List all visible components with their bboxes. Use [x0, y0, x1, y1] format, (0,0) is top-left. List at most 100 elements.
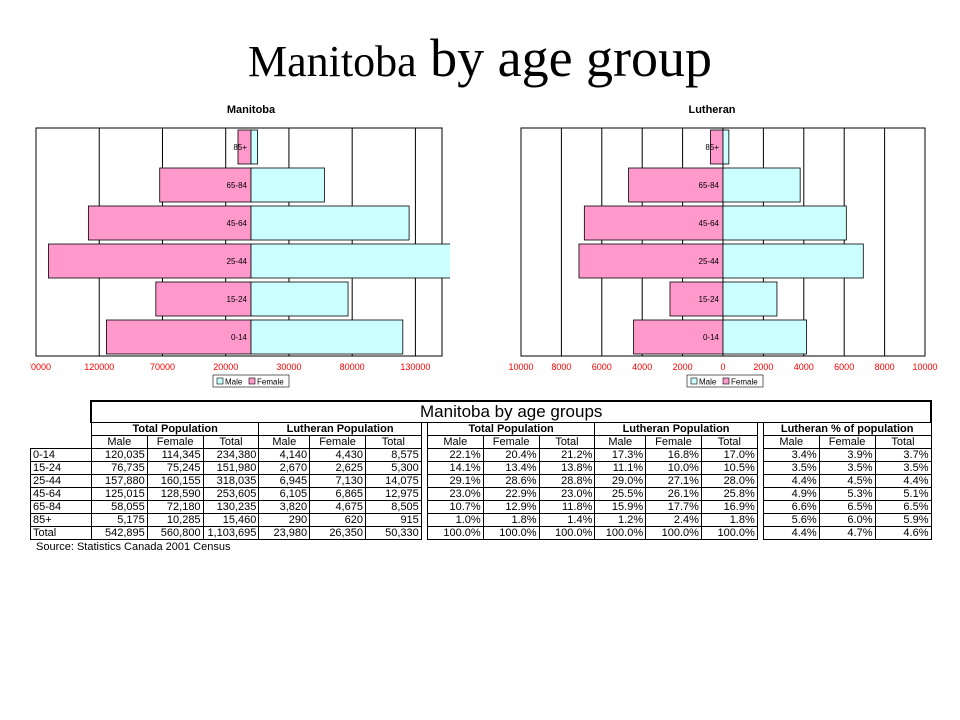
- group-header: Total Population: [426, 422, 596, 436]
- category-label: 65-84: [227, 181, 248, 190]
- table-cell: 3.5%: [874, 461, 932, 475]
- x-tick-label: 70000: [150, 362, 175, 372]
- bar-female: [628, 167, 724, 203]
- column-header: Female: [645, 435, 702, 449]
- table-cell: 26,350: [309, 526, 366, 540]
- table-cell: 3.5%: [818, 461, 876, 475]
- table-cell: 10,285: [146, 513, 204, 527]
- bar-male: [250, 129, 258, 165]
- table-row: 15-24 76,735 75,245 151,980 2,670 2,625 5,300 1…: [30, 461, 932, 475]
- bar-female: [48, 243, 252, 279]
- table-cell: 10.7%: [426, 500, 484, 514]
- table-cell: 58,055: [90, 500, 148, 514]
- category-label: 85+: [233, 143, 247, 152]
- category-label: 45-64: [699, 219, 720, 228]
- table-cell: 28.8%: [538, 474, 596, 488]
- column-header: Total: [700, 435, 758, 449]
- table-cell: 10.0%: [645, 461, 702, 475]
- table-cell: 100.0%: [700, 526, 758, 540]
- bar-male: [722, 205, 847, 241]
- table-cell: 22.1%: [426, 448, 484, 462]
- table-cell: 27.1%: [645, 474, 702, 488]
- table-cell: 120,035: [90, 448, 148, 462]
- table-title-row: Manitoba by age groups: [31, 400, 932, 423]
- table-cell: 5.1%: [874, 487, 932, 501]
- table-cell: 100.0%: [426, 526, 484, 540]
- category-label: 65-84: [699, 181, 720, 190]
- table-row: 85+ 5,175 10,285 15,460 290 620 915 1.0% 1.8% 1.4…: [30, 513, 932, 527]
- table-cell: 3.4%: [762, 448, 820, 462]
- column-gap: [420, 474, 428, 488]
- bar-female: [87, 205, 252, 241]
- chart-legend: Male Female: [686, 374, 764, 388]
- table-cell: 4.5%: [818, 474, 876, 488]
- chart-lutheran: Lutheran 10000 8000 6000 4000 2000 0 2000 4000 60…: [505, 100, 940, 392]
- table-cell: 28.6%: [482, 474, 540, 488]
- plot-area: [35, 127, 443, 357]
- table-cell: 11.8%: [538, 500, 596, 514]
- bar-male: [722, 167, 801, 203]
- x-tick-label: 6000: [834, 362, 854, 372]
- table-cell: 76,735: [90, 461, 148, 475]
- column-header: Male: [258, 435, 311, 449]
- table-cell: 3,820: [258, 500, 311, 514]
- legend-swatch-female: [722, 377, 730, 385]
- bar-female: [105, 319, 252, 355]
- x-tick-label: 4000: [794, 362, 814, 372]
- table-row: 65-84 58,055 72,180 130,235 3,820 4,675 8,505 1…: [30, 500, 932, 514]
- table-cell: 4.6%: [874, 526, 932, 540]
- table-cell: 11.1%: [594, 461, 647, 475]
- bar-female: [583, 205, 724, 241]
- column-gap: [756, 513, 764, 527]
- group-header: Total Population: [90, 422, 260, 436]
- table-cell: 151,980: [202, 461, 260, 475]
- table-cell: 20.4%: [482, 448, 540, 462]
- chart-title: Lutheran: [688, 104, 735, 116]
- table-cell: 12.9%: [482, 500, 540, 514]
- category-label: 0-14: [703, 333, 720, 342]
- column-header: Female: [309, 435, 366, 449]
- table-cell: 1.4%: [538, 513, 596, 527]
- table-cell: 6.5%: [818, 500, 876, 514]
- column-gap: [420, 513, 428, 527]
- column-header: Female: [146, 435, 204, 449]
- table-cell: 5,175: [90, 513, 148, 527]
- column-gap: [756, 435, 764, 449]
- table-cell: 114,345: [146, 448, 204, 462]
- table-cell: 542,895: [90, 526, 148, 540]
- table-cell: 10.5%: [700, 461, 758, 475]
- data-table-wrapper: Manitoba by age groups Total Population Lu…: [30, 400, 932, 554]
- table-row: Total 542,895 560,800 1,103,695 23,980 26,350…: [30, 526, 932, 540]
- table-cell: 14,075: [364, 474, 422, 488]
- table-row: 45-64 125,015 128,590 253,605 6,105 6,865 12,9…: [30, 487, 932, 501]
- x-tick-label: 20000: [213, 362, 238, 372]
- category-label: 25-44: [699, 257, 720, 266]
- table-cell: 100.0%: [594, 526, 647, 540]
- x-tick-label: 30000: [276, 362, 301, 372]
- table-group-header-row: Total Population Lutheran Population Total…: [31, 422, 932, 436]
- table-cell: 1,103,695: [202, 526, 260, 540]
- row-label: 15-24: [30, 461, 92, 475]
- table-cell: 3.5%: [762, 461, 820, 475]
- table-cell: 72,180: [146, 500, 204, 514]
- column-header: Total: [364, 435, 422, 449]
- x-tick-label: 170000: [30, 362, 51, 372]
- table-cell: 15,460: [202, 513, 260, 527]
- chart-legend: Male Female: [212, 374, 290, 388]
- column-gap: [756, 448, 764, 462]
- table-cell: 4,140: [258, 448, 311, 462]
- column-gap: [420, 487, 428, 501]
- column-header: Female: [818, 435, 876, 449]
- category-label: 15-24: [699, 295, 720, 304]
- table-cell: 6.5%: [874, 500, 932, 514]
- column-gap: [756, 487, 764, 501]
- table-cell: 16.9%: [700, 500, 758, 514]
- table-cell: 12,975: [364, 487, 422, 501]
- slide-title-part2: by age group: [416, 28, 713, 88]
- column-gap: [756, 422, 764, 436]
- table-cell: 4.9%: [762, 487, 820, 501]
- category-label: 85+: [705, 143, 719, 152]
- row-label: 25-44: [30, 474, 92, 488]
- bar-male: [722, 129, 730, 165]
- table-cell: 157,880: [90, 474, 148, 488]
